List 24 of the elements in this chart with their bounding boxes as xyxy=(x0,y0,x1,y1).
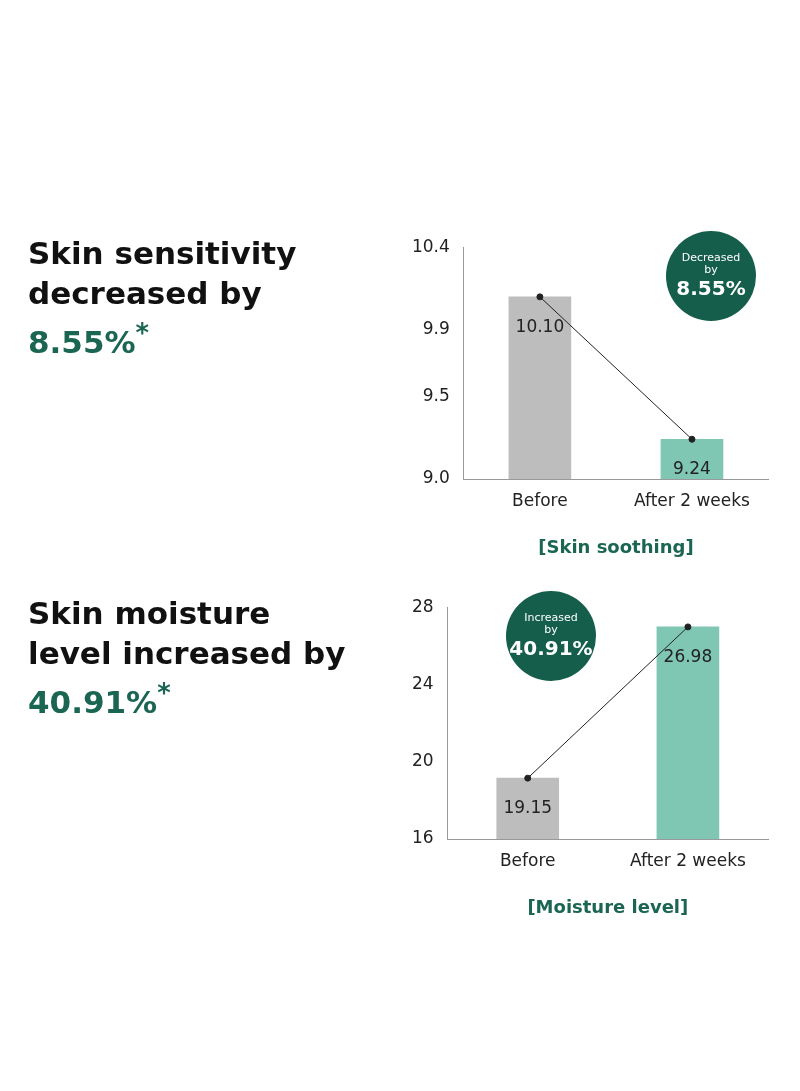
x-axis-title: [Moisture level] xyxy=(527,895,689,917)
y-tick-label: 24 xyxy=(411,672,434,693)
badge-circle: Increased by 40.91% xyxy=(506,591,596,681)
y-tick-label: 28 xyxy=(411,595,434,616)
badge-circle: Decreased by 8.55% xyxy=(666,231,756,321)
data-label: 19.15 xyxy=(503,797,553,818)
y-tick-label: 9.0 xyxy=(422,467,450,488)
x-tick-label: After 2 weeks xyxy=(629,849,747,870)
y-tick-label: 10.4 xyxy=(411,235,450,256)
data-label: 9.24 xyxy=(673,458,711,479)
y-tick-label: 16 xyxy=(411,827,434,848)
x-tick-label: After 2 weeks xyxy=(633,489,751,510)
text: Skin sensitivity decreased by 8.55%$^{*}$ xyxy=(28,234,298,363)
annotation: Decreased by 8.55% xyxy=(676,251,746,300)
annotation: Increased by 40.91% xyxy=(509,611,593,660)
x-tick-label: Before xyxy=(512,489,568,510)
x-axis-title: [Skin soothing] xyxy=(538,535,694,557)
x-tick-label: Before xyxy=(499,849,556,870)
y-tick-label: 20 xyxy=(411,750,434,771)
data-label: 26.98 xyxy=(663,645,713,666)
y-tick-label: 9.9 xyxy=(422,318,450,339)
data-label: 10.10 xyxy=(515,315,565,336)
text: Skin moisture level increased by 40.91%$^{*}$ xyxy=(28,594,347,723)
y-tick-label: 9.5 xyxy=(422,384,450,405)
